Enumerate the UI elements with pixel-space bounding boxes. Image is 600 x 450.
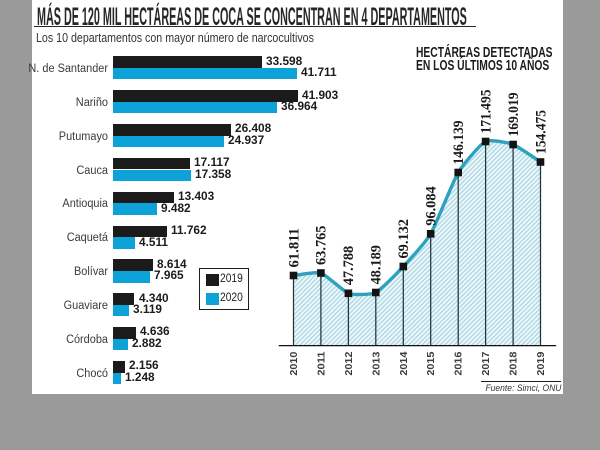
svg-text:2010: 2010: [289, 351, 300, 375]
svg-text:169.019: 169.019: [506, 93, 522, 137]
svg-text:2014: 2014: [399, 351, 410, 375]
svg-text:2015: 2015: [426, 351, 437, 375]
svg-text:2016: 2016: [454, 351, 465, 375]
svg-text:2012: 2012: [344, 351, 355, 375]
svg-text:96.084: 96.084: [424, 186, 440, 226]
svg-text:2017: 2017: [481, 351, 492, 375]
svg-text:146.139: 146.139: [451, 121, 467, 165]
svg-text:171.495: 171.495: [478, 89, 494, 133]
svg-text:2018: 2018: [509, 351, 520, 375]
svg-text:154.475: 154.475: [533, 110, 549, 154]
svg-text:48.189: 48.189: [369, 245, 385, 285]
svg-text:47.788: 47.788: [341, 246, 357, 286]
svg-text:63.765: 63.765: [314, 226, 330, 266]
svg-text:2019: 2019: [536, 351, 547, 375]
svg-text:69.132: 69.132: [396, 219, 412, 259]
svg-text:61.811: 61.811: [286, 228, 302, 268]
svg-text:2013: 2013: [371, 351, 382, 375]
svg-text:2011: 2011: [316, 351, 327, 375]
